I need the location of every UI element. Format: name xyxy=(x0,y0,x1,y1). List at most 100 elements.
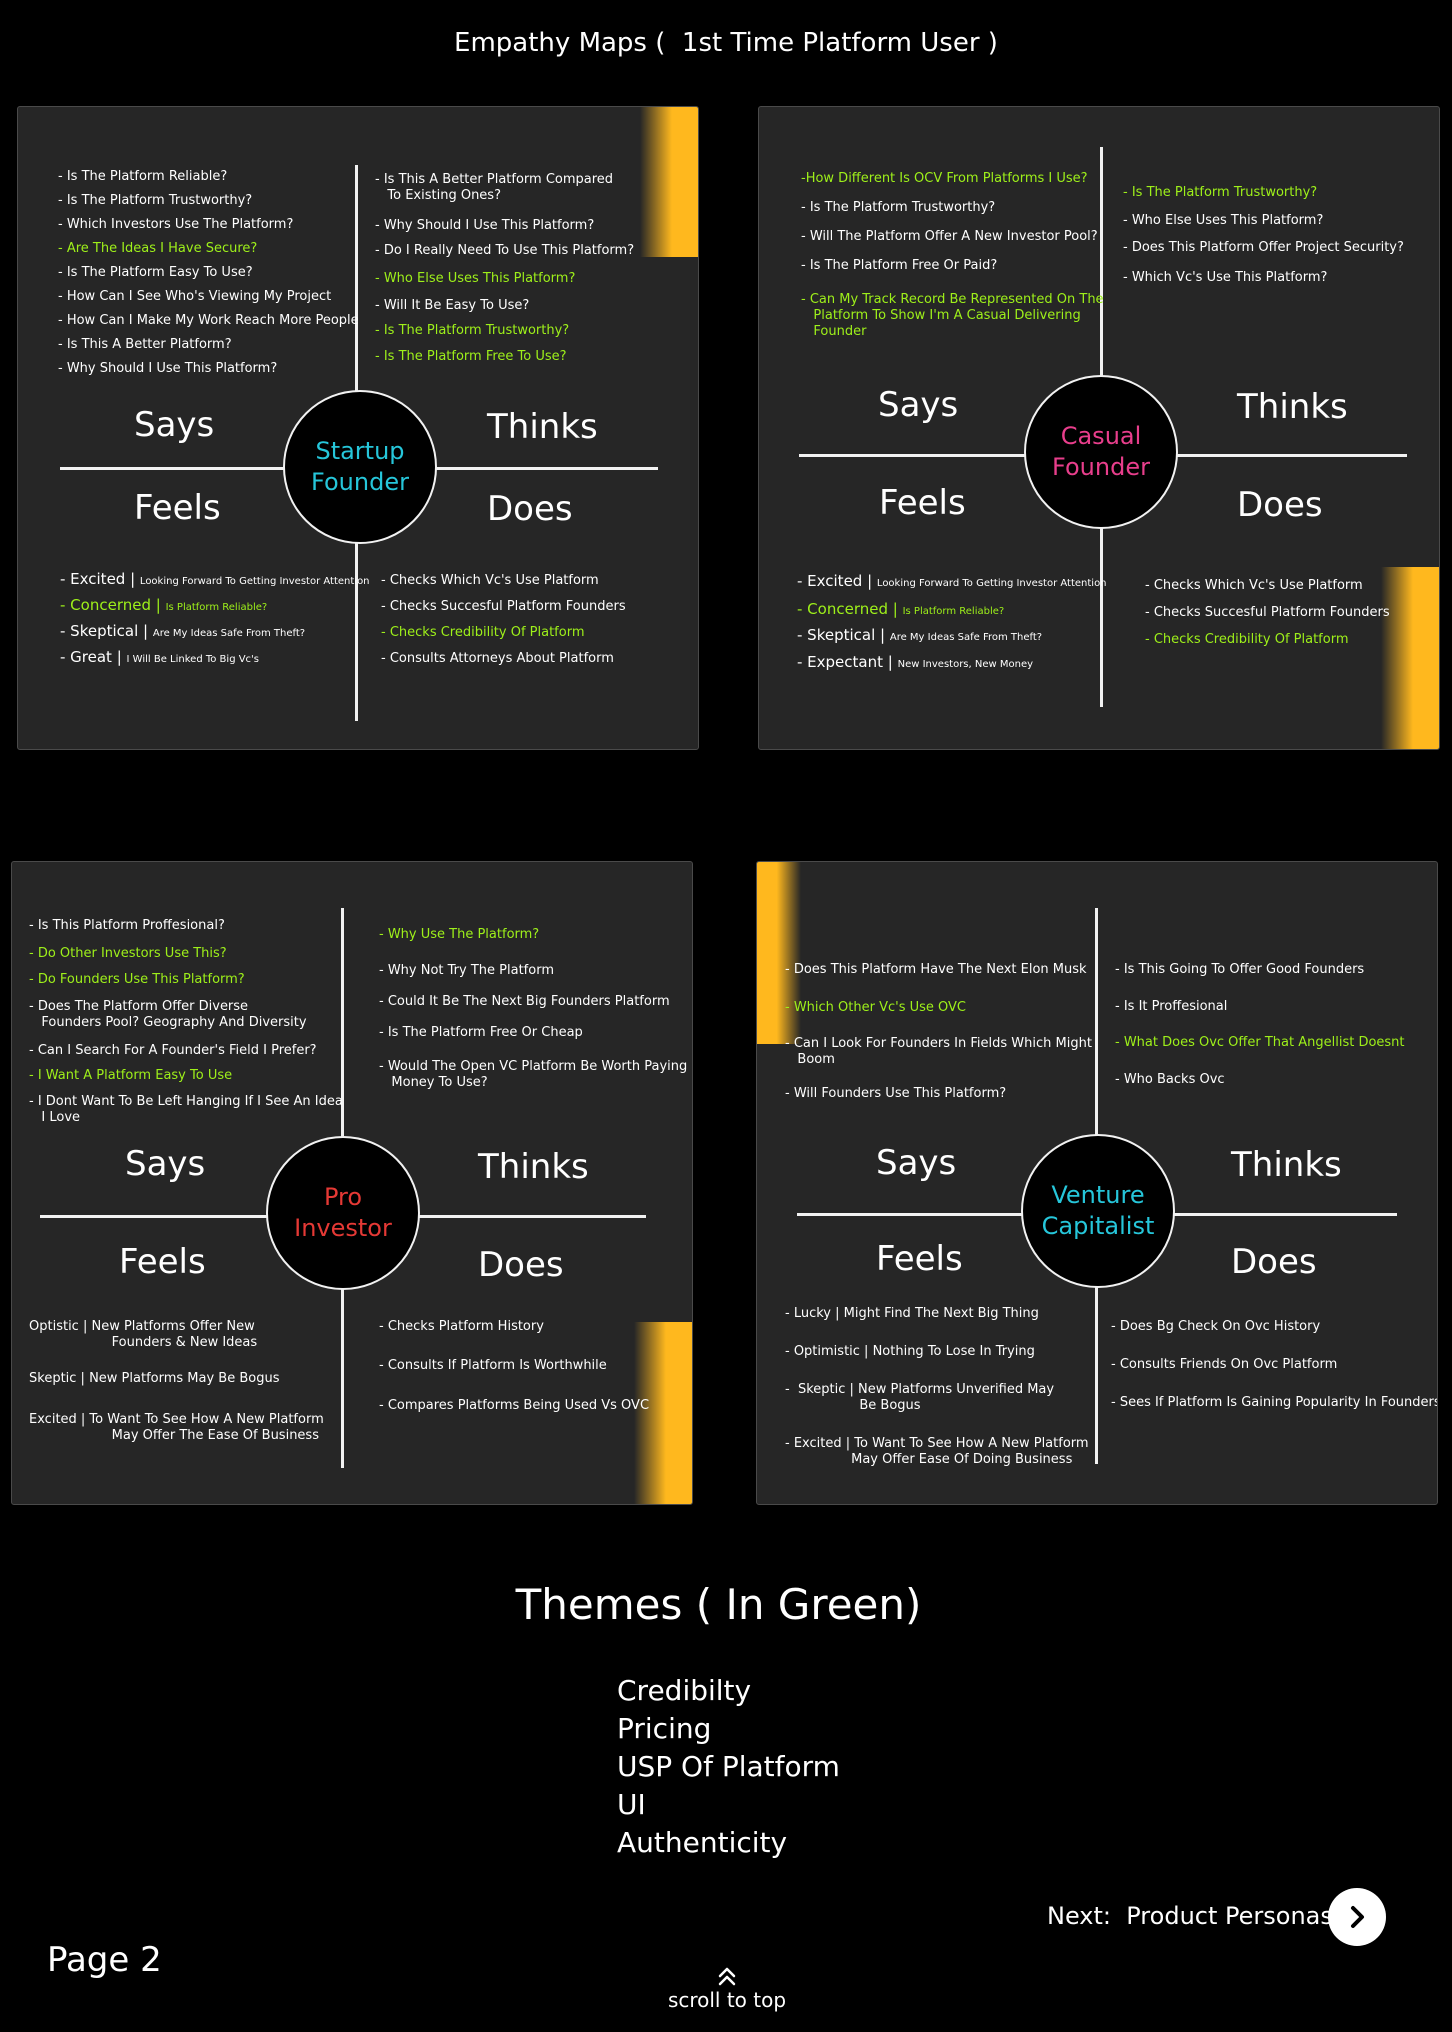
thinks-item: - Is The Platform Trustworthy? xyxy=(1123,185,1318,200)
thinks-item: - Why Use The Platform? xyxy=(379,927,540,942)
quadrant-label-says: Says xyxy=(134,405,215,445)
says-item: -How Different Is OCV From Platforms I U… xyxy=(801,171,1088,186)
feels-item: Excited | To Want To See How A New Platf… xyxy=(29,1412,324,1443)
says-item: - Is This Platform Proffesional? xyxy=(29,918,225,933)
thinks-item: - Do I Really Need To Use This Platform? xyxy=(375,243,635,258)
quadrant-label-does: Does xyxy=(487,489,573,529)
feels-item: Skeptic | New Platforms May Be Bogus xyxy=(29,1371,280,1386)
does-item: - Checks Which Vc's Use Platform xyxy=(1145,578,1363,593)
says-item: - Do Other Investors Use This? xyxy=(29,946,227,961)
next-page-button[interactable] xyxy=(1328,1888,1386,1946)
says-item: - Will The Platform Offer A New Investor… xyxy=(801,229,1098,244)
does-item: - Checks Platform History xyxy=(379,1319,544,1334)
feels-item: - Skeptic | New Platforms Unverified May… xyxy=(785,1382,1055,1413)
empathy-map-startup-founder: Startup Founder Says Thinks Feels Does -… xyxy=(17,106,699,750)
accent-bar xyxy=(757,862,801,1044)
does-item: - Consults If Platform Is Worthwhile xyxy=(379,1358,607,1373)
feels-item: - Excited | To Want To See How A New Pla… xyxy=(785,1436,1089,1467)
feels-detail: New Investors, New Money xyxy=(897,659,1034,670)
feels-detail: Is Platform Reliable? xyxy=(902,606,1005,617)
says-item: - Is The Platform Easy To Use? xyxy=(58,265,253,280)
empathy-map-casual-founder: Casual Founder Says Thinks Feels Does -H… xyxy=(758,106,1440,750)
quadrant-label-does: Does xyxy=(478,1245,564,1285)
says-item: - Is The Platform Trustworthy? xyxy=(58,193,253,208)
persona-name-line2: Capitalist xyxy=(1041,1212,1155,1240)
quadrant-label-says: Says xyxy=(878,385,959,425)
says-item: - How Can I See Who's Viewing My Project xyxy=(58,289,332,304)
feels-emotion: - Excited | xyxy=(60,570,140,588)
thinks-item: - Why Should I Use This Platform? xyxy=(375,218,595,233)
says-item: - Can I Search For A Founder's Field I P… xyxy=(29,1043,317,1058)
thinks-item: - Would The Open VC Platform Be Worth Pa… xyxy=(379,1059,688,1090)
feels-item: Optistic | New Platforms Offer New Found… xyxy=(29,1319,258,1350)
does-item: - Checks Credibility Of Platform xyxy=(381,625,585,640)
says-item: - Does This Platform Have The Next Elon … xyxy=(785,962,1087,977)
does-item: - Checks Succesful Platform Founders xyxy=(381,599,626,614)
quadrant-label-does: Does xyxy=(1237,485,1323,525)
says-item: - I Want A Platform Easy To Use xyxy=(29,1068,233,1083)
does-item: - Does Bg Check On Ovc History xyxy=(1111,1319,1321,1334)
quadrant-label-feels: Feels xyxy=(879,483,966,523)
says-item: - I Dont Want To Be Left Hanging If I Se… xyxy=(29,1094,343,1125)
thinks-item: - Is The Platform Trustworthy? xyxy=(375,323,570,338)
feels-emotion: - Skeptical | xyxy=(60,622,153,640)
feels-item: - Optimistic | Nothing To Lose In Trying xyxy=(785,1344,1035,1359)
accent-bar xyxy=(634,1322,692,1504)
says-item: - Can I Look For Founders In Fields Whic… xyxy=(785,1036,1092,1067)
feels-item: - Skeptical | Are My Ideas Safe From The… xyxy=(797,627,1042,646)
thinks-item: - Is This A Better Platform Compared To … xyxy=(375,172,614,203)
does-item: - Checks Succesful Platform Founders xyxy=(1145,605,1390,620)
quadrant-label-thinks: Thinks xyxy=(478,1147,589,1187)
quadrant-label-says: Says xyxy=(125,1144,206,1184)
thinks-item: - Is It Proffesional xyxy=(1115,999,1228,1014)
feels-item: - Concerned | Is Platform Reliable? xyxy=(797,601,1004,620)
says-item: - Is The Platform Trustworthy? xyxy=(801,200,996,215)
persona-center-circle: Venture Capitalist xyxy=(1021,1134,1175,1288)
says-item: - Will Founders Use This Platform? xyxy=(785,1086,1007,1101)
accent-bar xyxy=(640,107,698,257)
empathy-map-venture-capitalist: Venture Capitalist Says Thinks Feels Doe… xyxy=(756,861,1438,1505)
feels-emotion: - Expectant | xyxy=(797,653,898,671)
persona-name-line2: Founder xyxy=(311,468,409,496)
theme-item: Credibilty xyxy=(617,1674,752,1707)
feels-item: - Concerned | Is Platform Reliable? xyxy=(60,597,267,616)
says-item: - How Can I Make My Work Reach More Peop… xyxy=(58,313,359,328)
feels-detail: Are My Ideas Safe From Theft? xyxy=(889,632,1043,643)
theme-item: Authenticity xyxy=(617,1826,788,1859)
thinks-item: - Is This Going To Offer Good Founders xyxy=(1115,962,1365,977)
says-item: - Why Should I Use This Platform? xyxy=(58,361,278,376)
does-item: - Checks Which Vc's Use Platform xyxy=(381,573,599,588)
thinks-item: - Does This Platform Offer Project Secur… xyxy=(1123,240,1404,255)
feels-detail: Are My Ideas Safe From Theft? xyxy=(152,628,306,639)
does-item: - Sees If Platform Is Gaining Popularity… xyxy=(1111,1395,1438,1410)
feels-item: - Excited | Looking Forward To Getting I… xyxy=(60,571,370,590)
persona-name-line1: Pro xyxy=(323,1183,363,1211)
quadrant-label-thinks: Thinks xyxy=(487,407,598,447)
quadrant-label-feels: Feels xyxy=(876,1239,963,1279)
does-item: - Compares Platforms Being Used Vs OVC xyxy=(379,1398,650,1413)
thinks-item: - Will It Be Easy To Use? xyxy=(375,298,530,313)
accent-bar xyxy=(1381,567,1439,749)
says-item: - Does The Platform Offer Diverse Founde… xyxy=(29,999,307,1030)
next-page-label[interactable]: Next: Product Personas xyxy=(1047,1902,1333,1930)
page-number: Page 2 xyxy=(47,1940,162,1980)
persona-name-line2: Investor xyxy=(294,1214,392,1242)
themes-list: Credibilty Pricing USP Of Platform UI Au… xyxy=(617,1672,840,1862)
feels-emotion: - Excited | xyxy=(797,572,877,590)
quadrant-label-says: Says xyxy=(876,1143,957,1183)
feels-item: - Skeptical | Are My Ideas Safe From The… xyxy=(60,623,305,642)
thinks-item: - Who Else Uses This Platform? xyxy=(375,271,576,286)
persona-name-line2: Founder xyxy=(1052,453,1150,481)
says-item: - Is The Platform Reliable? xyxy=(58,169,228,184)
persona-center-circle: Startup Founder xyxy=(283,390,437,544)
thinks-item: - Is The Platform Free Or Cheap xyxy=(379,1025,583,1040)
thinks-item: - Who Else Uses This Platform? xyxy=(1123,213,1324,228)
feels-item: - Lucky | Might Find The Next Big Thing xyxy=(785,1306,1039,1321)
quadrant-label-feels: Feels xyxy=(134,488,221,528)
scroll-to-top-button[interactable]: scroll to top xyxy=(660,1964,794,2012)
thinks-item: - What Does Ovc Offer That Angellist Doe… xyxy=(1115,1035,1405,1050)
feels-emotion: - Skeptical | xyxy=(797,626,890,644)
thinks-item: - Which Vc's Use This Platform? xyxy=(1123,270,1328,285)
persona-center-circle: Casual Founder xyxy=(1024,375,1178,529)
persona-center-circle: Pro Investor xyxy=(266,1136,420,1290)
